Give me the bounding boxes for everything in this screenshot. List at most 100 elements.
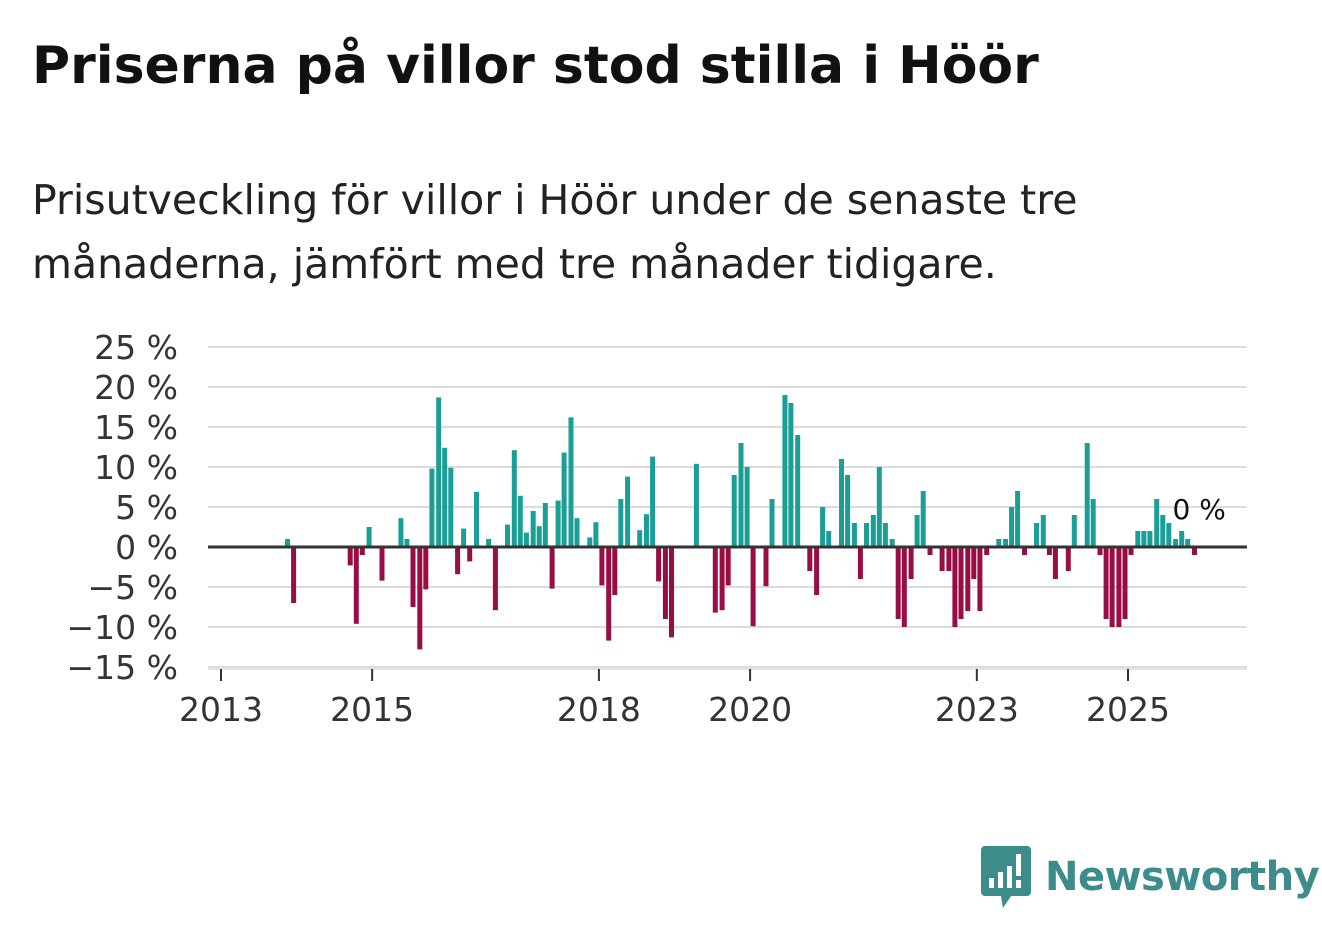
- bar: [606, 547, 612, 641]
- y-tick-label: −10 %: [67, 608, 179, 647]
- bar: [353, 547, 359, 624]
- bar: [1185, 539, 1191, 547]
- bar: [650, 456, 656, 547]
- bar: [662, 547, 668, 619]
- bar: [549, 547, 555, 589]
- bar: [857, 547, 863, 579]
- bar: [839, 459, 844, 547]
- bar: [417, 547, 423, 650]
- bar: [1154, 499, 1160, 547]
- bar: [1173, 539, 1179, 547]
- bar: [517, 495, 523, 547]
- bar: [820, 507, 826, 547]
- bar: [656, 547, 662, 582]
- bar: [593, 522, 599, 547]
- bar: [876, 467, 882, 547]
- bar: [984, 547, 990, 555]
- bar: [977, 547, 983, 611]
- bar: [1103, 547, 1109, 619]
- y-tick-label: −15 %: [67, 648, 179, 687]
- bar: [908, 547, 914, 579]
- bar: [958, 547, 964, 619]
- x-tick-label: 2015: [330, 690, 414, 729]
- bar: [870, 515, 876, 547]
- bar: [1166, 523, 1172, 547]
- bar: [1109, 547, 1115, 627]
- bar: [725, 547, 731, 586]
- bar: [291, 547, 297, 603]
- bar: [455, 547, 461, 575]
- bar: [625, 476, 631, 547]
- bar: [1065, 547, 1071, 571]
- bar: [971, 547, 977, 579]
- bar: [795, 435, 801, 547]
- bar: [1179, 531, 1185, 547]
- bar: [895, 547, 901, 619]
- bar: [712, 547, 718, 613]
- bar: [587, 537, 593, 547]
- bar: [1003, 539, 1009, 547]
- y-tick-label: 25 %: [94, 328, 178, 367]
- bar: [359, 547, 365, 555]
- bar: [486, 539, 492, 547]
- y-tick-label: 15 %: [94, 408, 178, 447]
- bar: [669, 547, 674, 638]
- bar: [442, 447, 448, 547]
- bar: [901, 547, 907, 627]
- bar: [536, 526, 542, 547]
- bar: [914, 515, 920, 547]
- bar: [505, 524, 510, 547]
- bar: [744, 467, 750, 547]
- bar: [1040, 515, 1046, 547]
- bar: [1009, 507, 1015, 547]
- bar: [814, 547, 820, 595]
- bar: [996, 539, 1002, 547]
- bar: [738, 443, 744, 547]
- y-tick-label: −5 %: [88, 568, 179, 607]
- newsworthy-logo: Newsworthy: [981, 846, 1320, 908]
- bar: [1122, 547, 1128, 619]
- bar: [1052, 547, 1058, 579]
- bar: [568, 417, 574, 547]
- bar: [946, 547, 952, 571]
- bar: [436, 397, 442, 547]
- x-tick-label: 2013: [179, 690, 263, 729]
- y-tick-label: 10 %: [94, 448, 178, 487]
- bar: [492, 547, 498, 611]
- bar: [1090, 499, 1096, 547]
- bar: [1147, 531, 1153, 547]
- bar: [448, 467, 454, 547]
- bar: [461, 528, 467, 547]
- chart-title: Priserna på villor stod stilla i Höör: [32, 36, 1039, 96]
- x-axis-ticks: 2013 2015 2018 2020 2023 2025: [179, 668, 1247, 729]
- bar: [1192, 547, 1197, 555]
- bar: [1141, 531, 1147, 547]
- bar: [788, 403, 794, 547]
- bar: [637, 530, 643, 547]
- bar: [474, 491, 479, 547]
- bar: [542, 503, 548, 547]
- bar: [1046, 547, 1052, 555]
- bar: [1097, 547, 1103, 555]
- bar: [523, 532, 529, 547]
- bar: [826, 531, 832, 547]
- x-tick-label: 2025: [1086, 690, 1170, 729]
- bar: [920, 491, 926, 547]
- bar: [1071, 515, 1077, 547]
- bar: [782, 395, 788, 547]
- x-tick-label: 2023: [935, 690, 1019, 729]
- x-tick-label: 2018: [557, 690, 641, 729]
- bar: [1128, 547, 1134, 555]
- bar: [807, 547, 813, 571]
- bar: [561, 452, 567, 547]
- bar: [927, 547, 933, 555]
- bar: [769, 499, 775, 547]
- y-tick-label: 0 %: [115, 528, 178, 567]
- bar: [423, 547, 429, 590]
- bar: [555, 500, 561, 547]
- bar: [750, 547, 756, 627]
- bar: [1015, 491, 1021, 547]
- bar-chart: 25 %20 %15 %10 %5 %0 %−5 %−10 %−15 % 201…: [67, 328, 1247, 729]
- bar: [612, 547, 618, 595]
- bar: [763, 547, 769, 587]
